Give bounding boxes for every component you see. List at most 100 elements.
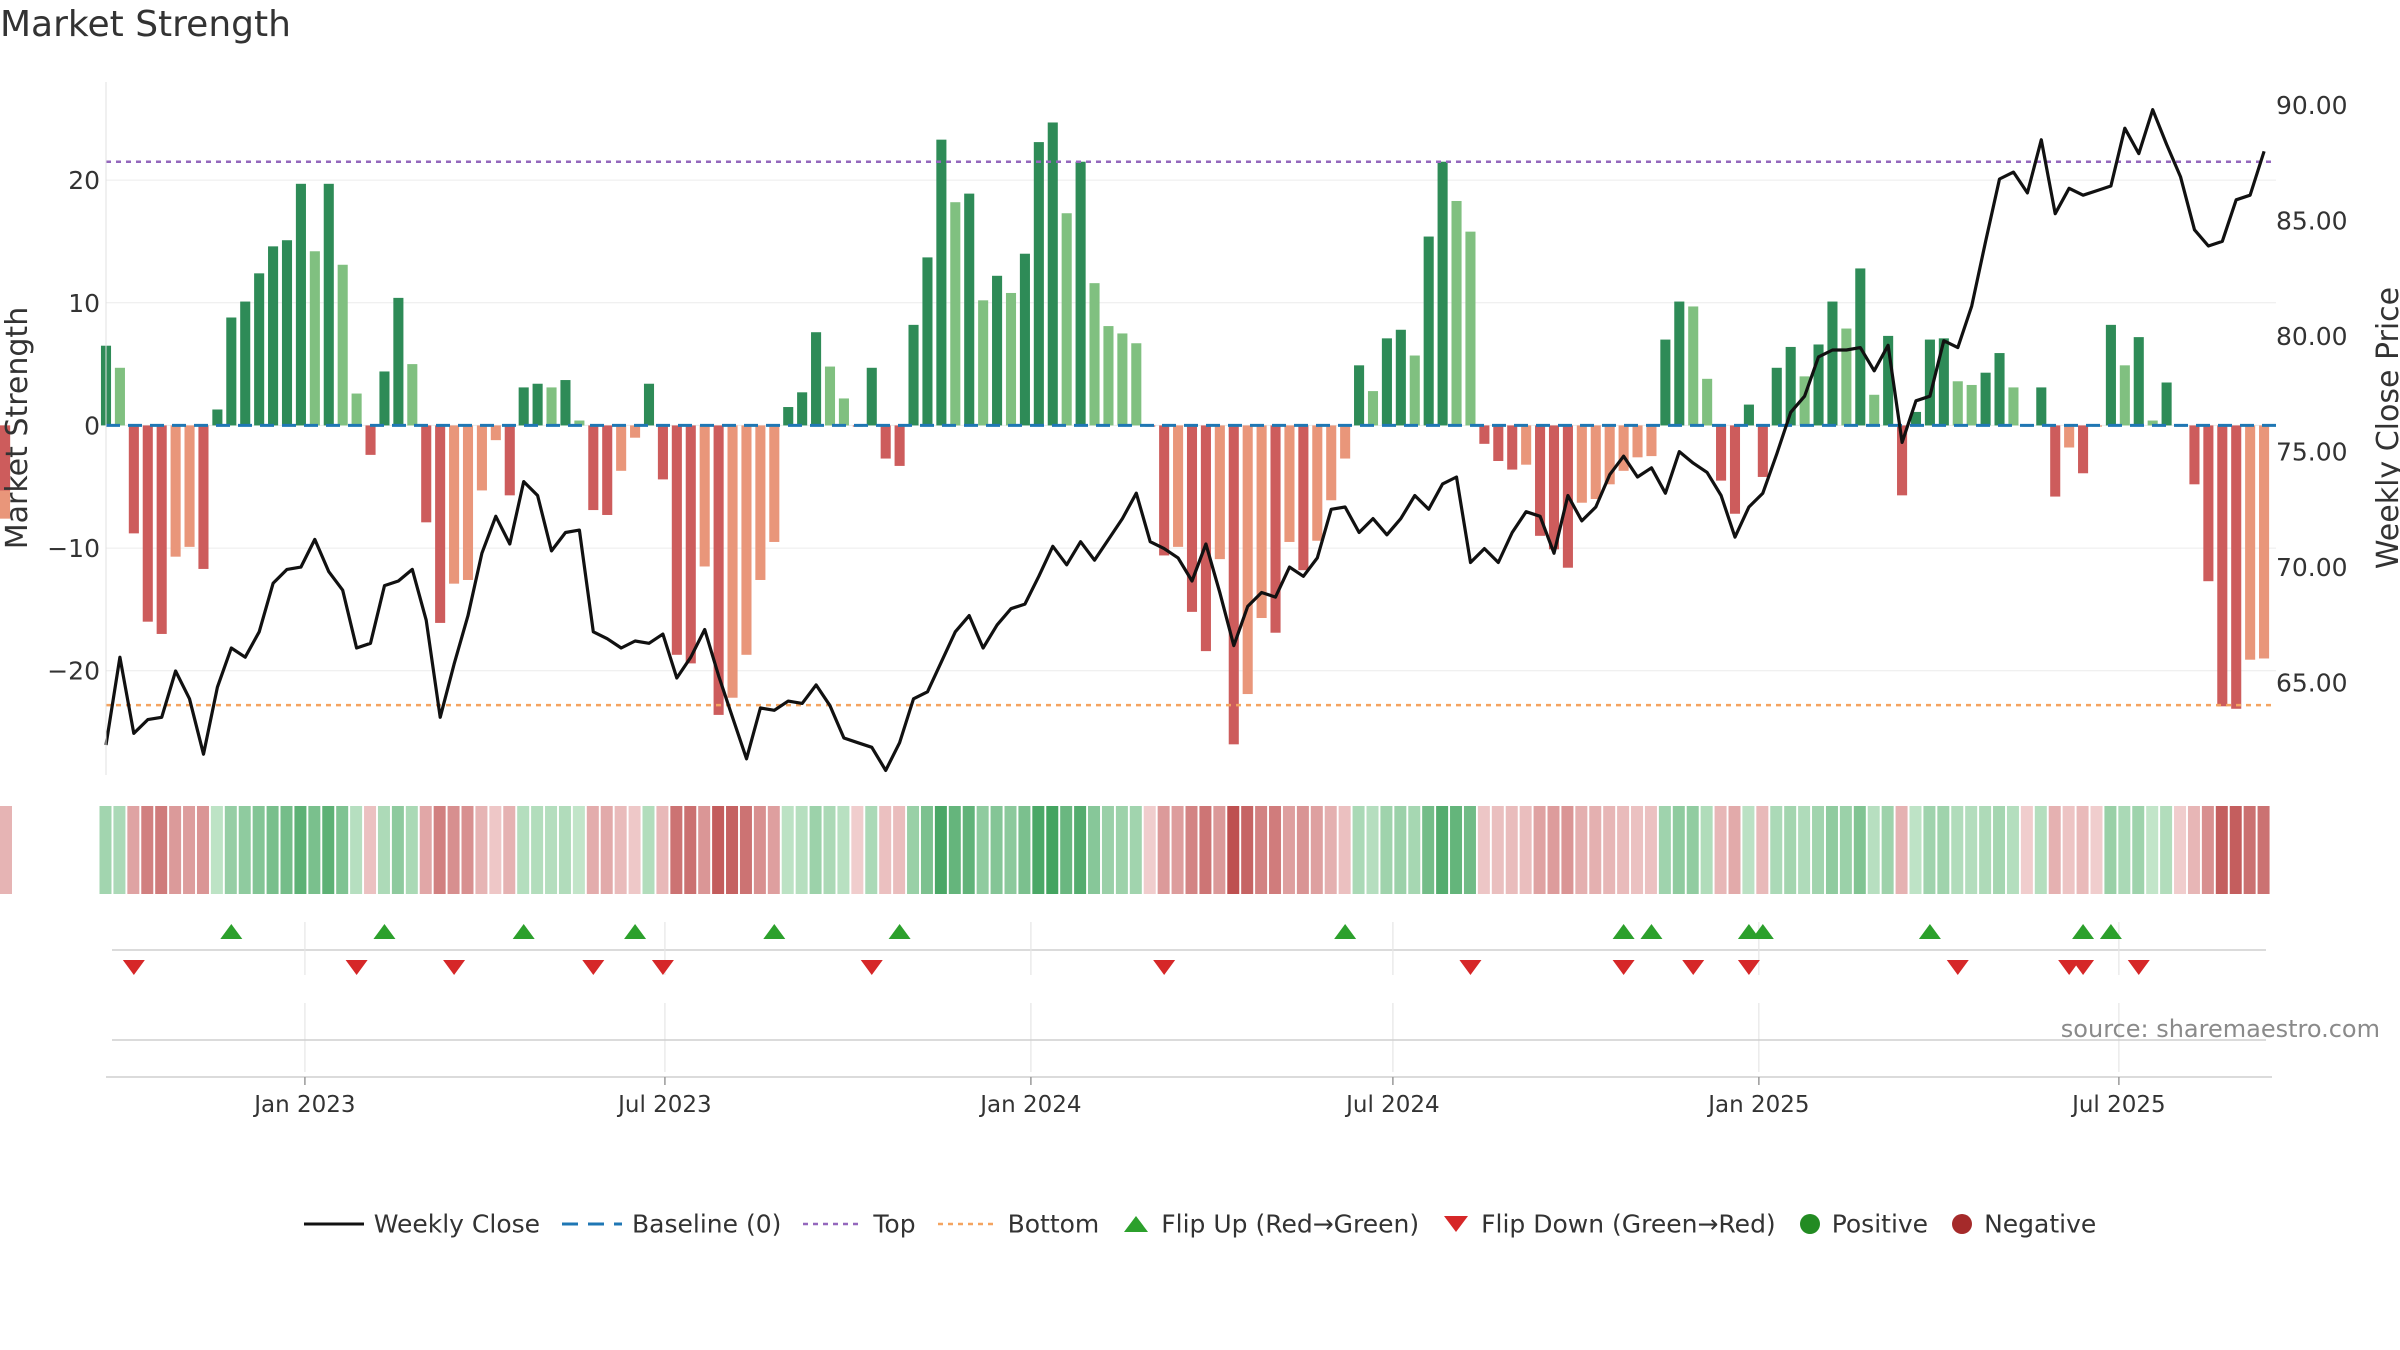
strength-bar bbox=[226, 317, 237, 426]
heat-strip-cell bbox=[1756, 806, 1769, 894]
strength-bar bbox=[1326, 425, 1337, 501]
strength-bar bbox=[811, 332, 822, 426]
strength-bar bbox=[950, 202, 961, 426]
strength-bar bbox=[922, 257, 933, 426]
strength-bar bbox=[1618, 425, 1629, 471]
heat-strip-cell bbox=[712, 806, 725, 894]
heat-strip-cell bbox=[1366, 806, 1379, 894]
strength-bar bbox=[769, 425, 780, 542]
heat-strip-cell bbox=[238, 806, 251, 894]
strength-bar bbox=[992, 275, 1003, 426]
strength-bar bbox=[602, 425, 613, 515]
strength-bar bbox=[1869, 394, 1880, 426]
legend-swatch bbox=[1444, 1215, 1469, 1232]
legend-label: Positive bbox=[1831, 1209, 1929, 1239]
strength-bar bbox=[2231, 425, 2242, 709]
heat-strip-cell bbox=[1909, 806, 1922, 894]
strength-bar bbox=[1813, 344, 1824, 426]
heat-strip-cell bbox=[127, 806, 140, 894]
heat-strip-cell bbox=[781, 806, 794, 894]
heat-strip-cell bbox=[2229, 806, 2242, 894]
heat-strip-cell bbox=[336, 806, 349, 894]
heat-strip-cell bbox=[1004, 806, 1017, 894]
heat-strip-cell bbox=[364, 806, 377, 894]
heat-strip-cell bbox=[893, 806, 906, 894]
heat-strip-cell bbox=[753, 806, 766, 894]
strength-bar bbox=[1005, 292, 1017, 426]
heat-strip-cell bbox=[155, 806, 168, 894]
strength-bar bbox=[1340, 425, 1351, 459]
weekly-close-line-path bbox=[104, 108, 2266, 773]
heat-strip-cell bbox=[2132, 806, 2145, 894]
heat-strip bbox=[0, 806, 2270, 894]
heat-strip-cell bbox=[1046, 806, 1059, 894]
heat-strip-cell bbox=[2062, 806, 2075, 894]
flip-down-marker bbox=[443, 960, 466, 975]
strength-bar bbox=[2119, 365, 2130, 426]
strength-bar bbox=[1298, 425, 1309, 571]
flip-down-marker bbox=[2127, 960, 2150, 975]
heat-strip-cell bbox=[1672, 806, 1685, 894]
heat-strip-cell bbox=[391, 806, 404, 894]
strength-bar bbox=[2050, 425, 2061, 497]
heat-strip-cell bbox=[823, 806, 836, 894]
heat-strip-cell bbox=[1839, 806, 1852, 894]
legend-label: Weekly Close bbox=[373, 1209, 541, 1239]
strength-bar bbox=[170, 425, 181, 557]
strength-bar bbox=[1214, 425, 1225, 560]
heat-strip-cell bbox=[99, 806, 112, 894]
flip-down-marker bbox=[860, 960, 883, 975]
heat-strip-cell bbox=[503, 806, 516, 894]
heat-strip-cell bbox=[210, 806, 223, 894]
strength-bar bbox=[490, 425, 501, 441]
strength-bar bbox=[1103, 326, 1114, 426]
heat-strip-cell bbox=[1853, 806, 1866, 894]
strength-bar bbox=[2217, 425, 2228, 707]
heat-strip-cell bbox=[1129, 806, 1142, 894]
strength-bar bbox=[2161, 382, 2172, 426]
heat-strip-cell bbox=[2160, 806, 2173, 894]
strength-bar bbox=[1047, 122, 1058, 426]
strength-bar bbox=[797, 392, 808, 426]
strength-bar bbox=[1228, 425, 1239, 745]
heat-strip-cell bbox=[0, 806, 12, 894]
strength-bar bbox=[630, 425, 641, 438]
strength-bar bbox=[1019, 253, 1030, 426]
heat-strip-cell bbox=[1519, 806, 1532, 894]
date-axis: Jan 2023 Jul 2023 Jan 2024 Jul 2024 Jan 2025… bbox=[106, 1003, 2272, 1118]
heat-strip-cell bbox=[266, 806, 279, 894]
strength-bar bbox=[2078, 425, 2089, 474]
left-tick-label: 10 bbox=[68, 289, 100, 318]
right-axis-title: Weekly Close Price bbox=[2371, 287, 2400, 569]
strength-bar bbox=[421, 425, 432, 523]
strength-bar bbox=[894, 425, 905, 466]
heat-strip-cell bbox=[920, 806, 933, 894]
right-tick-label: 85.00 bbox=[2276, 207, 2348, 236]
axes: 20 10 0 −10 −20 90.00 85.00 80.00 75.00 70.00 65.0… bbox=[0, 82, 2400, 775]
heat-strip-cell bbox=[1324, 806, 1337, 894]
strength-bar bbox=[1743, 404, 1754, 426]
strength-bar bbox=[128, 425, 139, 534]
strength-bar bbox=[1367, 391, 1379, 426]
strength-bar bbox=[546, 387, 557, 426]
right-tick-label: 80.00 bbox=[2276, 322, 2348, 351]
heat-strip-cell bbox=[572, 806, 585, 894]
heat-strip-cell bbox=[1060, 806, 1073, 894]
legend-item-bottom: Bottom bbox=[937, 1208, 1099, 1238]
heat-strip-cell bbox=[1491, 806, 1504, 894]
strength-bar bbox=[240, 301, 251, 426]
heat-strip-cell bbox=[907, 806, 920, 894]
heat-strip-cell bbox=[1547, 806, 1560, 894]
left-tick-label: 0 bbox=[84, 411, 100, 440]
flip-down-marker bbox=[651, 960, 674, 975]
heat-strip-cell bbox=[489, 806, 502, 894]
strength-bar bbox=[184, 425, 195, 547]
strength-bar bbox=[1312, 425, 1323, 541]
strength-bar bbox=[518, 387, 529, 426]
legend-item-top: Top bbox=[803, 1208, 916, 1238]
legend-label: Flip Up (Red→Green) bbox=[1161, 1209, 1420, 1239]
strength-bar bbox=[727, 425, 738, 698]
flip-up-marker bbox=[1918, 924, 1941, 939]
flip-down-marker bbox=[1612, 960, 1635, 975]
heat-strip-cell bbox=[2118, 806, 2131, 894]
